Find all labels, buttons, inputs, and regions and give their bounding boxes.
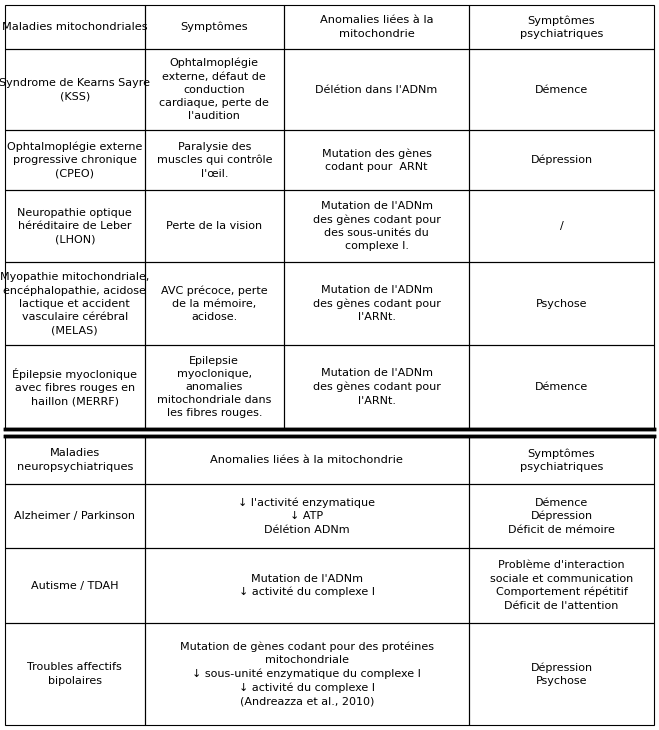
Bar [144,345,284,429]
Text: Neuropathie optique
héréditaire de Leber
(LHON): Neuropathie optique héréditaire de Leber… [17,208,132,245]
Bar [284,191,469,262]
Bar [469,5,654,49]
Text: Problème d'interaction
sociale et communication
Comportement répétitif
Déficit d: Problème d'interaction sociale et commun… [490,561,633,611]
Text: Dépression
Psychose: Dépression Psychose [530,662,592,686]
Text: Troubles affectifs
bipolaires: Troubles affectifs bipolaires [28,662,122,685]
Text: Mutation de l'ADNm
des gènes codant pour
des sous-unités du
complexe I.: Mutation de l'ADNm des gènes codant pour… [312,201,440,251]
Text: Délétion dans l'ADNm: Délétion dans l'ADNm [316,85,438,94]
Text: Autisme / TDAH: Autisme / TDAH [31,580,119,591]
Text: Epilepsie
myoclonique,
anomalies
mitochondriale dans
les fibres rouges.: Epilepsie myoclonique, anomalies mitocho… [157,356,272,418]
Text: Syndrome de Kearns Sayre
(KSS): Syndrome de Kearns Sayre (KSS) [0,78,150,101]
Text: Ophtalmoplégie
externe, défaut de
conduction
cardiaque, perte de
l'audition: Ophtalmoplégie externe, défaut de conduc… [159,58,270,121]
Bar [469,623,654,725]
Bar [5,345,144,429]
Text: Démence
Dépression
Déficit de mémoire: Démence Dépression Déficit de mémoire [508,498,615,534]
Bar [5,548,144,623]
Bar [144,548,469,623]
Bar [5,436,144,484]
Bar [144,623,469,725]
Bar [5,5,144,49]
Text: Alzheimer / Parkinson: Alzheimer / Parkinson [14,511,135,521]
Bar [469,262,654,345]
Text: Myopathie mitochondriale,
encéphalopathie, acidose
lactique et accident
vasculai: Myopathie mitochondriale, encéphalopathi… [0,272,150,335]
Bar [284,345,469,429]
Text: /: / [559,221,563,231]
Text: Démence: Démence [535,382,588,392]
Text: Maladies mitochondriales: Maladies mitochondriales [2,22,148,32]
Text: Paralysie des
muscles qui contrôle
l'œil.: Paralysie des muscles qui contrôle l'œil… [157,142,272,179]
Bar [5,484,144,548]
Bar [5,49,144,130]
Text: Ophtalmoplégie externe
progressive chronique
(CPEO): Ophtalmoplégie externe progressive chron… [7,142,142,179]
Text: Mutation des gènes
codant pour  ARNt: Mutation des gènes codant pour ARNt [322,148,432,172]
Text: Démence: Démence [535,85,588,94]
Text: Perte de la vision: Perte de la vision [166,221,262,231]
Bar [144,436,469,484]
Bar [144,484,469,548]
Text: Maladies
neuropsychiatriques: Maladies neuropsychiatriques [16,448,133,472]
Bar [284,49,469,130]
Bar [144,49,284,130]
Text: Dépression: Dépression [530,155,592,166]
Text: Psychose: Psychose [536,299,587,309]
Bar [5,623,144,725]
Bar [469,548,654,623]
Bar [5,130,144,191]
Bar [469,436,654,484]
Bar [284,130,469,191]
Bar [469,191,654,262]
Bar [469,484,654,548]
Text: Anomalies liées à la
mitochondrie: Anomalies liées à la mitochondrie [320,15,434,39]
Text: Mutation de l'ADNm
↓ activité du complexe I: Mutation de l'ADNm ↓ activité du complex… [239,574,375,597]
Bar [144,5,284,49]
Text: AVC précoce, perte
de la mémoire,
acidose.: AVC précoce, perte de la mémoire, acidos… [161,285,268,322]
Bar [5,262,144,345]
Bar [284,262,469,345]
Text: Symptômes
psychiatriques: Symptômes psychiatriques [520,448,603,472]
Text: Épilepsie myoclonique
avec fibres rouges en
haillon (MERRF): Épilepsie myoclonique avec fibres rouges… [13,368,137,406]
Bar [144,262,284,345]
Bar [469,345,654,429]
Text: Symptômes: Symptômes [181,22,248,32]
Text: Mutation de l'ADNm
des gènes codant pour
l'ARNt.: Mutation de l'ADNm des gènes codant pour… [312,369,440,406]
Text: Symptômes
psychiatriques: Symptômes psychiatriques [520,15,603,39]
Bar [5,191,144,262]
Text: ↓ l'activité enzymatique
↓ ATP
Délétion ADNm: ↓ l'activité enzymatique ↓ ATP Délétion … [239,498,375,534]
Bar [469,130,654,191]
Bar [144,130,284,191]
Text: Mutation de l'ADNm
des gènes codant pour
l'ARNt.: Mutation de l'ADNm des gènes codant pour… [312,285,440,322]
Bar [469,49,654,130]
Bar [144,191,284,262]
Text: Mutation de gènes codant pour des protéines
mitochondriale
↓ sous-unité enzymati: Mutation de gènes codant pour des protéi… [180,642,434,707]
Text: Anomalies liées à la mitochondrie: Anomalies liées à la mitochondrie [210,455,403,465]
Bar [284,5,469,49]
